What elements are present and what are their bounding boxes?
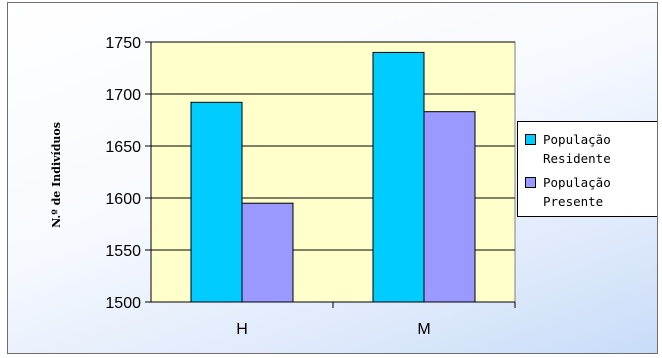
y-tick-label: 1750	[105, 35, 141, 52]
y-tick-label: 1700	[105, 87, 141, 104]
legend-swatch-residente	[525, 134, 536, 145]
y-tick-label: 1500	[105, 295, 141, 312]
bar-m-presente	[423, 111, 476, 303]
bar-h-presente	[241, 202, 294, 303]
chart-frame: 1500 1550 1600 1650 1700 1750 H M N.º de Indiví…	[7, 2, 658, 354]
legend-label-presente-line2: Presente	[543, 194, 604, 209]
y-tick-label: 1600	[105, 191, 141, 208]
bar-chart: 1500 1550 1600 1650 1700 1750 H M N.º de Indiví…	[50, 35, 516, 338]
y-tick-label: 1650	[105, 139, 141, 156]
legend-label-residente-line1: População	[543, 132, 611, 147]
legend: População Residente População Presente	[517, 121, 657, 217]
y-axis-label: N.º de Indivíduos	[50, 122, 63, 228]
bar-h-residente	[190, 101, 243, 303]
legend-label-presente-line1: População	[543, 175, 611, 190]
x-tick-label: M	[417, 321, 430, 338]
x-tick-label: H	[236, 321, 248, 338]
y-tick-label: 1550	[105, 243, 141, 260]
legend-swatch-presente	[525, 177, 536, 188]
bar-m-residente	[372, 51, 425, 303]
legend-label-residente-line2: Residente	[543, 151, 611, 166]
